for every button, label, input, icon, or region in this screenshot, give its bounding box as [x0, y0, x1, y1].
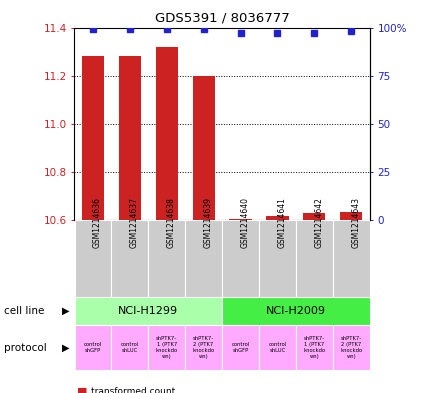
Text: GSM1214638: GSM1214638	[167, 197, 176, 248]
Text: ▶: ▶	[62, 306, 70, 316]
Text: NCI-H1299: NCI-H1299	[118, 306, 178, 316]
Text: ▶: ▶	[62, 343, 70, 353]
Bar	[259, 325, 296, 370]
Text: GSM1214642: GSM1214642	[314, 197, 323, 248]
Text: transformed count: transformed count	[91, 387, 176, 393]
Bar	[222, 220, 259, 297]
Text: protocol: protocol	[4, 343, 47, 353]
Bar	[74, 220, 111, 297]
Text: ■: ■	[76, 387, 87, 393]
Bar	[111, 325, 148, 370]
Bar	[222, 297, 370, 325]
Bar	[222, 325, 259, 370]
Text: GSM1214636: GSM1214636	[93, 197, 102, 248]
Text: NCI-H2009: NCI-H2009	[266, 306, 326, 316]
Bar	[185, 325, 222, 370]
Text: GSM1214641: GSM1214641	[278, 197, 286, 248]
Title: GDS5391 / 8036777: GDS5391 / 8036777	[155, 12, 289, 25]
Bar	[74, 297, 222, 325]
Bar	[296, 220, 333, 297]
Bar	[193, 76, 215, 220]
Bar	[74, 325, 111, 370]
Bar	[119, 57, 141, 220]
Bar	[333, 325, 370, 370]
Text: control
shLUC: control shLUC	[268, 342, 286, 353]
Text: shPTK7-
1 (PTK7
knockdo
wn): shPTK7- 1 (PTK7 knockdo wn)	[303, 336, 326, 359]
Text: control
shLUC: control shLUC	[121, 342, 139, 353]
Text: cell line: cell line	[4, 306, 45, 316]
Text: shPTK7-
1 (PTK7
knockdo
wn): shPTK7- 1 (PTK7 knockdo wn)	[156, 336, 178, 359]
Bar	[230, 219, 252, 220]
Text: shPTK7-
2 (PTK7
knockdo
wn): shPTK7- 2 (PTK7 knockdo wn)	[193, 336, 215, 359]
Bar	[148, 220, 185, 297]
Text: control
shGFP: control shGFP	[84, 342, 102, 353]
Bar	[111, 220, 148, 297]
Text: shPTK7-
2 (PTK7
knockdo
wn): shPTK7- 2 (PTK7 knockdo wn)	[340, 336, 363, 359]
Bar	[156, 47, 178, 220]
Text: GSM1214639: GSM1214639	[204, 197, 212, 248]
Text: GSM1214637: GSM1214637	[130, 197, 139, 248]
Bar	[303, 213, 326, 220]
Bar	[296, 325, 333, 370]
Bar	[333, 220, 370, 297]
Bar	[259, 220, 296, 297]
Bar	[148, 325, 185, 370]
Bar	[266, 217, 289, 220]
Text: GSM1214640: GSM1214640	[241, 197, 249, 248]
Text: control
shGFP: control shGFP	[231, 342, 249, 353]
Text: GSM1214643: GSM1214643	[351, 197, 360, 248]
Bar	[82, 57, 104, 220]
Bar	[340, 212, 363, 220]
Bar	[185, 220, 222, 297]
